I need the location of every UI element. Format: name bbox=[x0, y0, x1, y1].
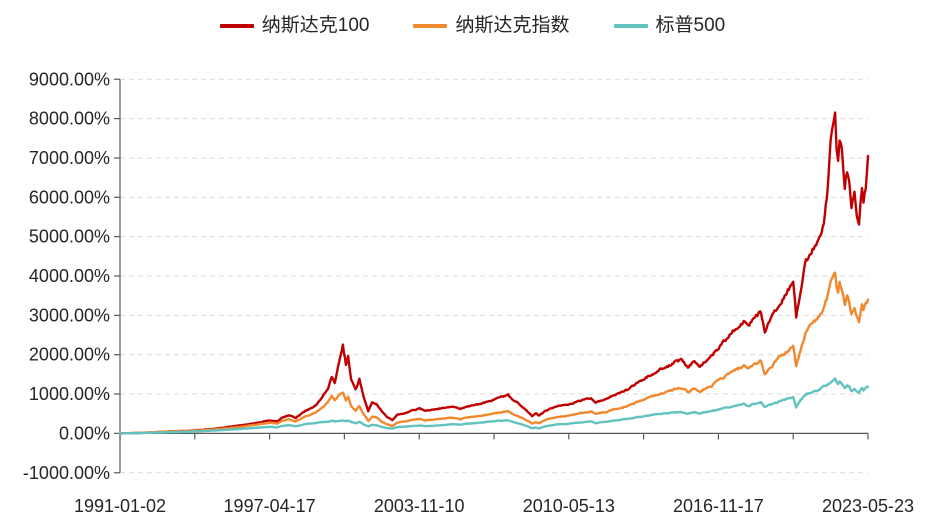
legend-label-nasdaq-composite: 纳斯达克指数 bbox=[455, 15, 570, 36]
series-line-2 bbox=[118, 377, 870, 435]
x-axis-label: 2010-05-13 bbox=[523, 496, 615, 516]
legend-label-nasdaq100: 纳斯达克100 bbox=[261, 15, 370, 36]
y-axis-label: 2000.00% bbox=[29, 345, 110, 365]
legend-line-swatch-nasdaq100 bbox=[219, 23, 254, 28]
x-axis-label: 1991-01-02 bbox=[74, 496, 166, 516]
legend-item-nasdaq100: 纳斯达克100 bbox=[219, 15, 370, 36]
legend-line-swatch-nasdaq-composite bbox=[413, 23, 448, 28]
x-axis-label: 2016-11-17 bbox=[673, 496, 764, 516]
y-axis-label: 4000.00% bbox=[29, 266, 110, 286]
legend-item-sp500: 标普500 bbox=[613, 15, 726, 36]
x-axis-label: 1997-04-17 bbox=[224, 496, 316, 516]
legend-line-swatch-sp500 bbox=[613, 23, 648, 28]
y-axis-label: 8000.00% bbox=[29, 109, 110, 129]
chart-legend: 纳斯达克100 纳斯达克指数 标普500 bbox=[0, 16, 945, 35]
y-axis-label: 5000.00% bbox=[29, 227, 110, 247]
x-axis-label: 2023-05-23 bbox=[822, 496, 914, 516]
series-line-1 bbox=[118, 271, 870, 435]
legend-label-sp500: 标普500 bbox=[655, 15, 726, 36]
y-axis-label: 7000.00% bbox=[29, 148, 110, 168]
y-axis-label: -1000.00% bbox=[23, 463, 110, 483]
x-axis-label: 2003-11-10 bbox=[374, 496, 465, 516]
y-axis-label: 0.00% bbox=[59, 423, 110, 443]
y-axis-label: 9000.00% bbox=[29, 69, 110, 89]
y-axis-label: 3000.00% bbox=[29, 305, 110, 325]
series-line-0 bbox=[118, 111, 870, 435]
y-axis-label: 1000.00% bbox=[29, 384, 110, 404]
legend-item-nasdaq-composite: 纳斯达克指数 bbox=[413, 15, 570, 36]
y-axis-label: 6000.00% bbox=[29, 187, 110, 207]
